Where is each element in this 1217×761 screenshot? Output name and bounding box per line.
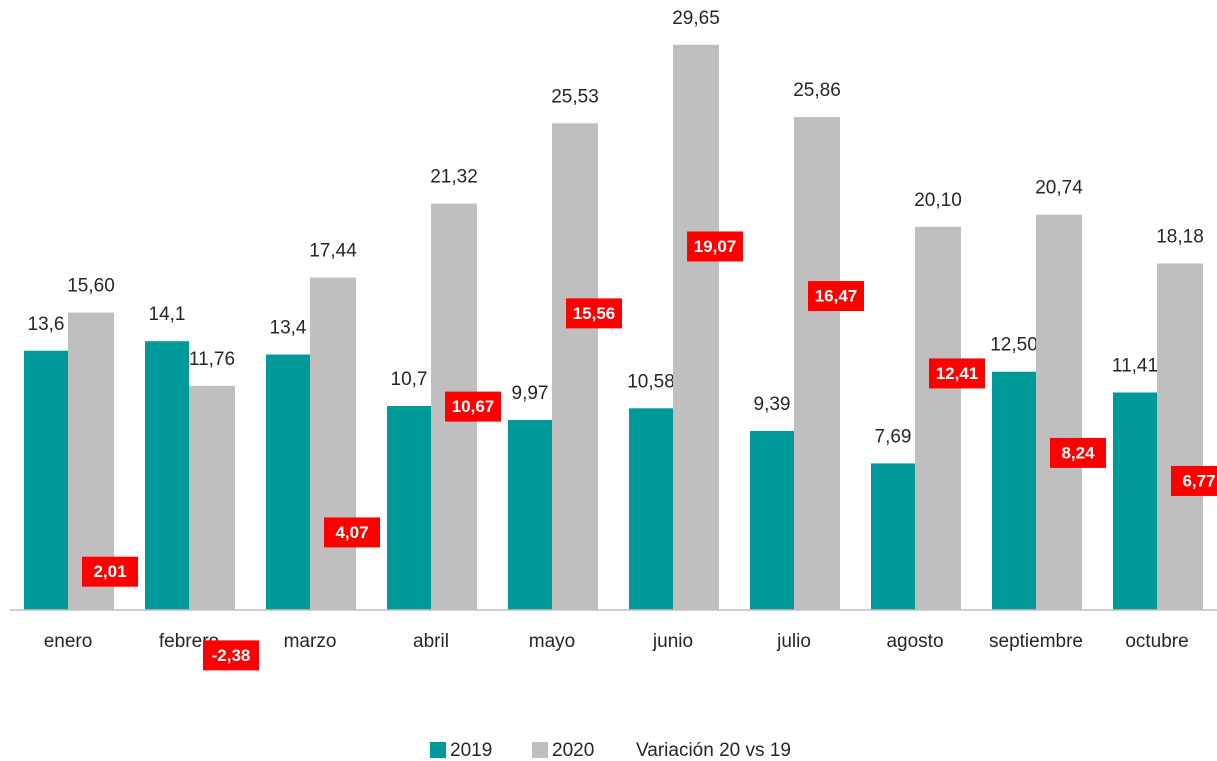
data-label: 29,65	[672, 8, 720, 29]
variation-label: 12,41	[936, 364, 979, 383]
legend-label: 2020	[552, 740, 594, 761]
data-label: 20,74	[1035, 178, 1083, 199]
variation-box	[203, 640, 259, 671]
bar	[629, 408, 673, 610]
data-label: 10,58	[627, 371, 675, 392]
data-label: 11,76	[189, 349, 235, 370]
variation-box	[808, 281, 864, 312]
data-label: 25,86	[793, 80, 841, 101]
variation-label: -2,38	[212, 646, 251, 665]
bar	[673, 44, 719, 610]
bar	[1036, 214, 1082, 611]
x-tick-label: marzo	[284, 631, 337, 652]
variation-label: 2,01	[93, 562, 126, 581]
data-label: 14,1	[149, 304, 186, 325]
legend-label: Variación 20 vs 19	[636, 740, 791, 761]
variation-box	[687, 231, 743, 262]
variation-box	[324, 517, 380, 548]
variation-label: 6,77	[1182, 471, 1215, 490]
bar	[992, 371, 1036, 610]
data-label: 11,41	[1112, 356, 1158, 377]
data-label: 7,69	[875, 426, 912, 447]
x-tick-label: mayo	[529, 631, 575, 652]
x-tick-label: junio	[652, 631, 693, 652]
variation-box	[445, 391, 501, 422]
bar	[1157, 263, 1203, 610]
x-tick-label: octubre	[1125, 631, 1188, 652]
x-tick-label: agosto	[886, 631, 943, 652]
legend-swatch	[430, 742, 446, 758]
bar	[508, 419, 552, 610]
x-tick-label: julio	[776, 631, 811, 652]
bar	[266, 354, 310, 610]
data-label: 13,4	[270, 318, 307, 339]
variation-label: 16,47	[815, 287, 858, 306]
bar	[750, 431, 794, 610]
bar	[871, 463, 915, 610]
bar	[387, 406, 431, 610]
legend-label: 2019	[450, 740, 492, 761]
bar	[145, 341, 189, 610]
variation-label: 19,07	[694, 237, 737, 256]
bar	[794, 117, 840, 610]
data-label: 9,39	[754, 394, 791, 415]
bar	[24, 350, 68, 610]
x-tick-label: septiembre	[989, 631, 1083, 652]
variation-box	[929, 358, 985, 389]
data-label: 9,97	[512, 383, 549, 404]
variation-label: 15,56	[573, 304, 616, 323]
data-label: 20,10	[914, 190, 962, 211]
variation-label: 10,67	[452, 397, 495, 416]
bar	[189, 385, 235, 610]
data-label: 17,44	[309, 241, 357, 262]
data-label: 10,7	[391, 369, 428, 390]
variation-box	[1171, 465, 1217, 496]
data-label: 12,50	[990, 335, 1038, 356]
x-tick-label: abril	[413, 631, 449, 652]
data-label: 21,32	[430, 167, 478, 188]
bar	[552, 123, 598, 610]
bar	[915, 226, 961, 610]
data-label: 18,18	[1156, 226, 1204, 247]
variation-label: 4,07	[335, 523, 368, 542]
bar	[1113, 392, 1157, 610]
x-tick-label: enero	[44, 631, 93, 652]
data-label: 13,6	[28, 314, 65, 335]
variation-box	[1050, 437, 1106, 468]
data-label: 25,53	[551, 86, 599, 107]
variation-box	[82, 556, 138, 587]
variation-box	[566, 298, 622, 329]
variation-label: 8,24	[1061, 443, 1095, 462]
legend-swatch	[532, 742, 548, 758]
bar	[310, 277, 356, 610]
data-label: 15,60	[67, 276, 115, 297]
